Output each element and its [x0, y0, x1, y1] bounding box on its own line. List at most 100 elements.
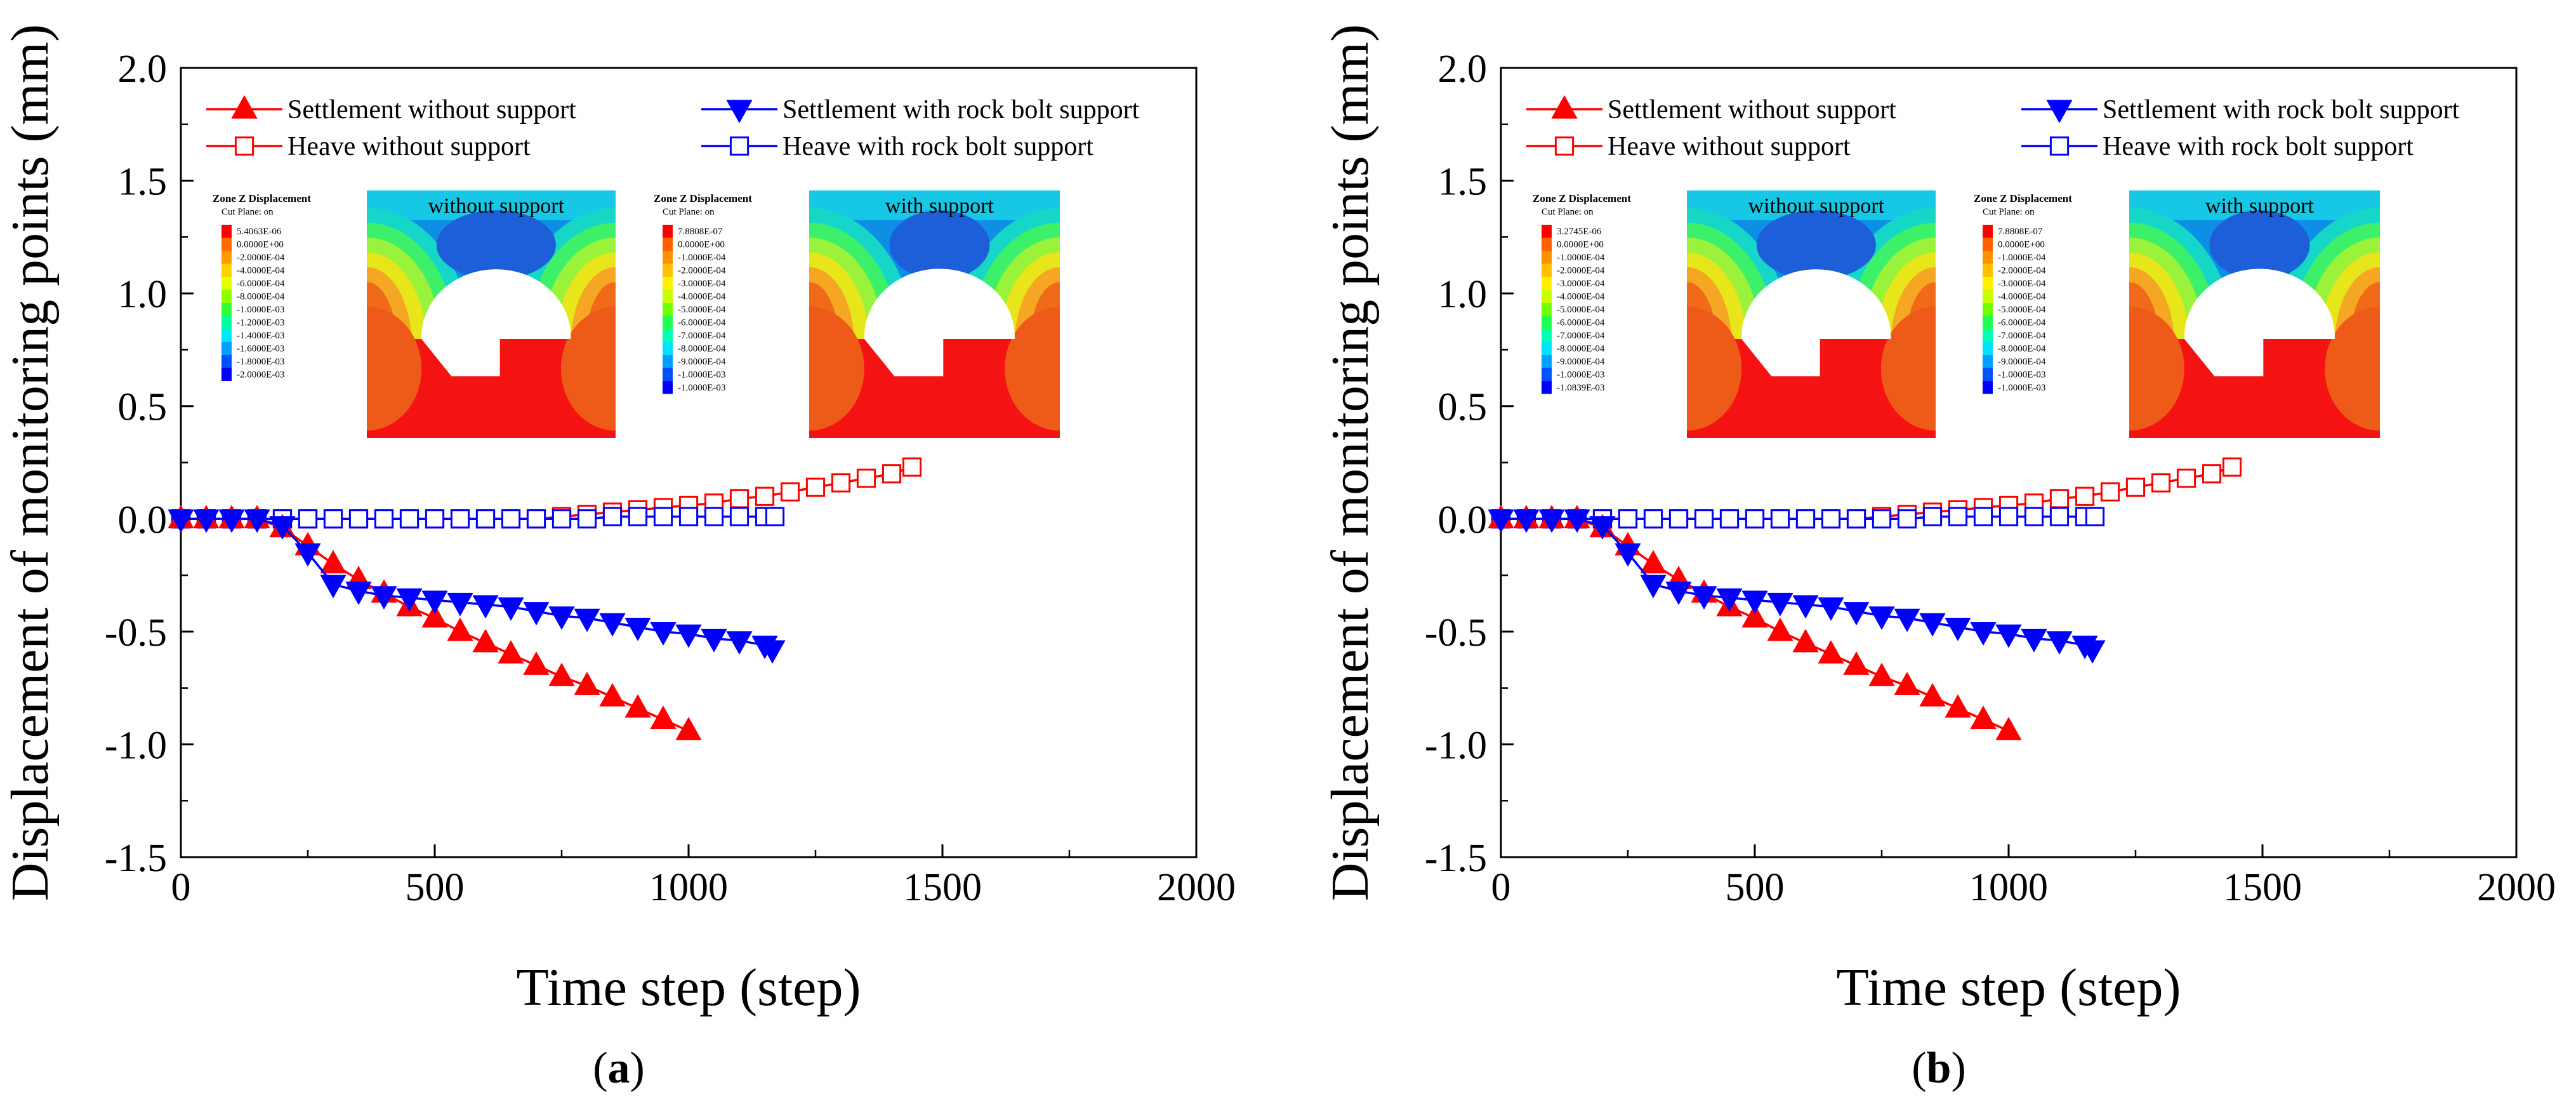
- contour-legend-swatch: [221, 316, 232, 329]
- data-point-triangle-down: [1513, 509, 1540, 533]
- legend-label: Settlement with rock bolt support: [783, 95, 1140, 124]
- data-point-triangle-down: [650, 622, 677, 646]
- panel-label-letter: a: [608, 1044, 630, 1093]
- contour-legend-label: -7.0000E-04: [1557, 331, 1605, 341]
- contour-legend-swatch: [663, 303, 673, 316]
- contour-legend-label: -4.0000E-04: [1557, 292, 1605, 302]
- data-point-square: [805, 477, 826, 497]
- data-point-triangle-up: [1843, 651, 1870, 675]
- contour-legend-title: Zone Z Displacement: [654, 192, 752, 204]
- data-point-triangle-down: [1919, 613, 1946, 637]
- x-tick-label: 500: [1726, 866, 1785, 909]
- data-point-triangle-down: [726, 100, 753, 124]
- contour-legend-label: -1.0000E-03: [678, 383, 725, 393]
- contour-legend-label: -2.0000E-04: [1998, 266, 2046, 276]
- data-point-triangle-down: [1868, 606, 1895, 630]
- data-point-triangle-up: [650, 705, 677, 729]
- contour-legend-swatch: [1542, 329, 1552, 342]
- inset-caption: without support: [428, 194, 565, 218]
- contour-legend-label: -3.0000E-04: [1557, 279, 1605, 289]
- y-tick-label: 2.0: [118, 48, 168, 91]
- data-point-triangle-up: [1551, 95, 1578, 119]
- contour-legend-swatch: [663, 342, 673, 355]
- contour-legend: Zone Z Displacement Cut Plane: on 5.4063E-…: [213, 192, 311, 381]
- contour-legend-label: -4.0000E-04: [1998, 292, 2046, 302]
- contour-legend-label: -8.0000E-04: [1998, 344, 2046, 354]
- x-tick-label: 1500: [903, 866, 982, 909]
- x-axis-label: Time step (step): [1837, 958, 2181, 1017]
- data-point-triangle-down: [2046, 631, 2073, 655]
- contour-legend: Zone Z Displacement Cut Plane: on 7.8808E-…: [654, 192, 752, 394]
- data-point-square: [1897, 509, 1917, 529]
- data-point-square: [1618, 509, 1638, 529]
- y-tick-label: 2.0: [1438, 48, 1488, 91]
- data-point-triangle-down: [218, 509, 245, 533]
- contour-legend-label: -6.0000E-04: [1998, 318, 2046, 328]
- x-tick-label: 1000: [1969, 866, 2048, 909]
- data-point-triangle-up: [675, 717, 702, 740]
- data-point-triangle-up: [1945, 694, 1971, 718]
- data-point-square: [425, 509, 445, 529]
- data-point-triangle-up: [498, 640, 524, 664]
- contour-band: [1005, 307, 1060, 431]
- data-point-triangle-down: [498, 597, 524, 621]
- chart-panel-a: 2.0 1.5 1.0 0.5 0.0 -0.5 -1.0 -1.50 500 1000 1500 2…: [1, 24, 1236, 1093]
- data-point-square: [1694, 509, 1714, 529]
- contour-legend-label: -8.0000E-04: [237, 292, 285, 302]
- y-tick-label: 1.0: [1438, 273, 1488, 316]
- data-point-square: [1770, 509, 1790, 529]
- contour-legend-swatch: [1983, 277, 1993, 290]
- contour-legend-label: -1.0000E-04: [1557, 253, 1605, 263]
- contour-legend-label: -1.0000E-03: [1998, 383, 2045, 393]
- data-point-square: [2100, 482, 2120, 502]
- data-point-triangle-down: [675, 624, 702, 648]
- contour-layers: [1687, 190, 1936, 438]
- contour-legend-swatch: [221, 368, 232, 381]
- data-point-triangle-up: [1792, 629, 1819, 653]
- panel-label-close: ): [1951, 1044, 1965, 1093]
- contour-legend-label: -2.0000E-04: [1557, 266, 1605, 276]
- contour-legend-swatch: [1542, 263, 1552, 277]
- contour-legend-label: -3.0000E-04: [1998, 279, 2046, 289]
- contour-legend-swatch: [663, 263, 673, 277]
- x-tick-label: 1500: [2223, 866, 2302, 909]
- contour-legend-label: -1.0000E-03: [678, 370, 725, 380]
- contour-legend-label: -4.0000E-04: [678, 292, 726, 302]
- contour-legend-label: -1.4000E-03: [237, 331, 284, 341]
- data-point-triangle-up: [624, 694, 651, 718]
- data-point-square: [2151, 473, 2171, 493]
- data-point-square: [501, 509, 521, 529]
- inset-caption: without support: [1748, 194, 1885, 218]
- contour-legend-label: -1.6000E-03: [237, 344, 284, 354]
- data-point-triangle-down: [447, 592, 473, 616]
- data-point-square: [2085, 507, 2105, 526]
- legend-label: Heave without support: [1608, 132, 1851, 161]
- data-point-triangle-down: [1564, 509, 1590, 533]
- contour-legend-swatch: [1542, 355, 1552, 368]
- y-tick-label: 0.5: [118, 386, 168, 429]
- data-point-square: [902, 457, 922, 477]
- data-point-triangle-down: [371, 586, 397, 610]
- contour-band: [2129, 307, 2184, 431]
- data-point-triangle-down: [1691, 586, 1717, 610]
- contour-legend-label: 3.2745E-06: [1557, 227, 1602, 237]
- data-point-square: [1846, 509, 1866, 529]
- data-point-triangle-up: [523, 651, 550, 675]
- contour-legend-swatch: [1542, 251, 1552, 264]
- data-point-square: [653, 507, 673, 526]
- contour-legend-swatch: [1542, 368, 1552, 381]
- data-point-square: [1872, 509, 1892, 529]
- data-point-triangle-up: [1741, 604, 1768, 628]
- contour-legend-swatch: [1542, 225, 1552, 238]
- data-point-triangle-up: [1919, 683, 1946, 707]
- x-tick-label: 500: [406, 866, 465, 909]
- y-tick-label: -0.5: [105, 611, 167, 655]
- contour-legend-swatch: [1542, 277, 1552, 290]
- data-point-square: [475, 509, 496, 529]
- contour-image-with-support: with support: [2129, 190, 2380, 438]
- panel-label-open: (: [593, 1044, 607, 1093]
- x-tick-label: 2000: [1157, 866, 1236, 909]
- data-point-triangle-up: [421, 604, 448, 628]
- contour-legend-swatch: [221, 355, 232, 368]
- contour-legend-swatch: [1983, 368, 1993, 381]
